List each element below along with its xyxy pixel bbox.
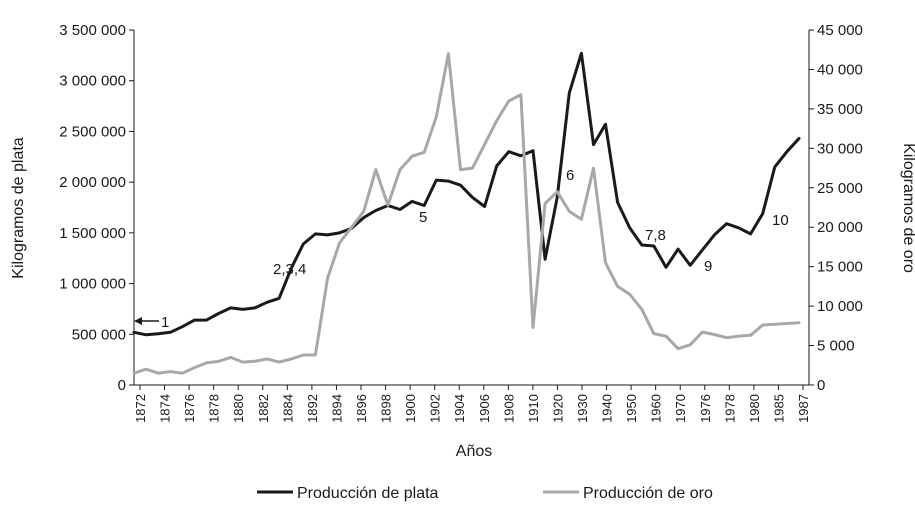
x-tick-label: 1970: [673, 394, 688, 423]
x-tick-label: 1898: [379, 394, 394, 423]
y-tick-right-label: 25 000: [817, 180, 863, 197]
x-tick-label: 1894: [329, 394, 344, 423]
annotation-arrowhead: [134, 317, 142, 325]
series-lines: [132, 51, 801, 375]
y-tick-right-label: 30 000: [817, 140, 863, 157]
x-tick-label: 1985: [771, 394, 786, 423]
y-tick-right-label: 20 000: [817, 219, 863, 236]
x-tick-label: 1880: [231, 394, 246, 423]
x-tick-label: 1882: [256, 394, 271, 423]
x-tick-label: 1976: [698, 394, 713, 423]
x-tick-label: 1872: [133, 394, 148, 423]
x-tick-label: 1987: [796, 394, 811, 423]
x-tick-label: 1876: [182, 394, 197, 423]
x-tick-label: 1978: [722, 394, 737, 423]
x-axis-title: Años: [456, 443, 492, 460]
legend: Producción de plata Producción de oro: [257, 485, 713, 502]
y-tick-right-label: 15 000: [817, 259, 863, 276]
y-tick-right-label: 0: [817, 377, 825, 394]
x-tick-label: 1884: [280, 394, 295, 423]
y-tick-right-label: 10 000: [817, 298, 863, 315]
y-tick-right-label: 35 000: [817, 101, 863, 118]
y-tick-left-label: 0: [118, 377, 126, 394]
annotation-label: 5: [419, 209, 427, 226]
x-tick-label: 1900: [403, 394, 418, 423]
x-tick-label: 1950: [624, 394, 639, 423]
annotation-label: 1: [161, 314, 169, 331]
annotation-label: 9: [704, 258, 712, 275]
x-tick-label: 1902: [428, 394, 443, 423]
y-axis-left-title: Kilogramos de plata: [10, 137, 27, 279]
y-tick-left-label: 3 500 000: [59, 22, 126, 39]
x-tick-label: 1930: [575, 394, 590, 423]
y-axis-right-title: Kilogramos de oro: [900, 143, 915, 273]
silver-production-line: [132, 51, 801, 337]
x-tick-label: 1980: [747, 394, 762, 423]
annotation-label: 7,8: [645, 227, 666, 244]
y-tick-left-label: 1 000 000: [59, 276, 126, 293]
y-tick-left-label: 500 000: [72, 326, 126, 343]
y-tick-left-label: 2 000 000: [59, 174, 126, 191]
axes: 0 500 000 1 000 000 1 500 000 2 000 000 2 500…: [59, 22, 863, 423]
annotation-label: 6: [566, 167, 574, 184]
y-tick-right-label: 5 000: [817, 338, 855, 355]
x-tick-label: 1896: [354, 394, 369, 423]
y-tick-right-label: 45 000: [817, 22, 863, 39]
y-tick-left-label: 2 500 000: [59, 123, 126, 140]
y-tick-left-label: 1 500 000: [59, 225, 126, 242]
x-tick-label: 1878: [207, 394, 222, 423]
x-tick-label: 1920: [550, 394, 565, 423]
x-tick-label: 1940: [600, 394, 615, 423]
legend-label-silver: Producción de plata: [297, 485, 439, 502]
x-tick-label: 1906: [477, 394, 492, 423]
y-tick-left-label: 3 000 000: [59, 73, 126, 90]
annotations: 1 2,3,4 5 6 7,8 9 10: [134, 167, 789, 331]
gold-production-line: [132, 52, 801, 375]
y-tick-right-label: 40 000: [817, 61, 863, 78]
annotation-label: 2,3,4: [273, 261, 306, 278]
x-tick-label: 1910: [526, 394, 541, 423]
x-tick-label: 1908: [501, 394, 516, 423]
x-tick-label: 1904: [452, 394, 467, 423]
x-tick-label: 1960: [649, 394, 664, 423]
x-tick-label: 1874: [158, 394, 173, 423]
annotation-label: 10: [772, 212, 789, 229]
legend-label-gold: Producción de oro: [583, 485, 713, 502]
x-tick-label: 1892: [305, 394, 320, 423]
